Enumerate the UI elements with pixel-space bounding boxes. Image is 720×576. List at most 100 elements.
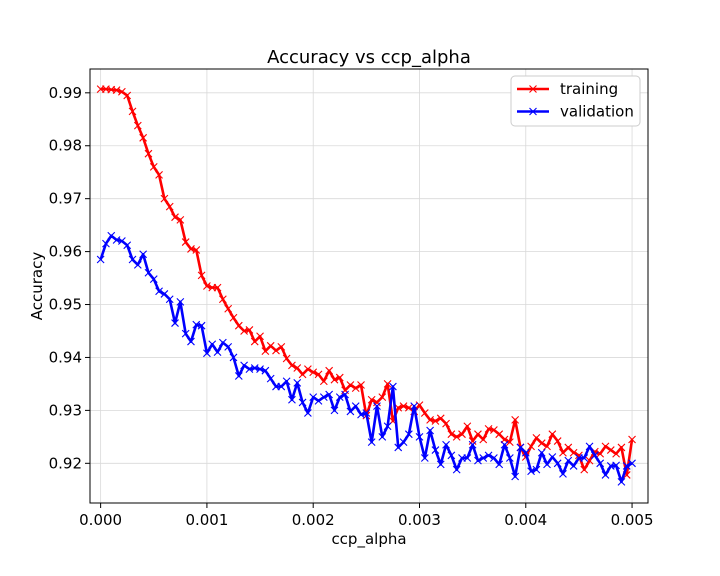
data-point-validation (617, 477, 626, 486)
data-point-validation (373, 402, 381, 411)
x-tick-label: 0.005 (611, 511, 654, 529)
x-tick-label: 0.003 (398, 511, 441, 529)
data-point-validation (415, 432, 424, 441)
data-point-training (580, 465, 589, 474)
data-point-training (288, 361, 296, 370)
data-point-validation (303, 409, 312, 417)
data-point-validation (484, 451, 493, 460)
y-tick-label: 0.94 (49, 348, 82, 366)
data-point-validation (580, 454, 589, 462)
data-point-validation (256, 365, 264, 373)
data-point-validation (548, 453, 557, 461)
data-point-training (133, 121, 142, 130)
data-point-validation (585, 442, 594, 451)
data-point-validation (187, 337, 195, 346)
data-point-validation (590, 451, 599, 460)
data-point-validation (378, 432, 387, 441)
data-point-validation (309, 393, 318, 402)
data-point-training (463, 422, 472, 431)
data-point-validation (102, 239, 110, 248)
data-point-validation (176, 297, 185, 306)
data-point-validation (442, 440, 450, 449)
data-point-validation (133, 260, 142, 269)
data-point-training (303, 365, 312, 373)
data-point-validation (505, 454, 514, 462)
data-point-training (420, 409, 429, 417)
data-point-training (330, 375, 339, 384)
data-point-training (112, 86, 121, 95)
data-point-validation (335, 393, 344, 402)
data-point-validation (569, 462, 578, 470)
data-point-training (325, 366, 334, 375)
data-point-training (165, 202, 174, 211)
x-tick-label: 0.002 (292, 511, 335, 529)
y-tick-label: 0.99 (49, 84, 82, 102)
y-tick-label: 0.96 (49, 243, 82, 261)
data-point-training (176, 215, 185, 224)
data-point-training (442, 419, 450, 428)
data-point-validation (479, 454, 488, 462)
data-point-validation (404, 430, 413, 439)
data-point-validation (282, 377, 291, 386)
data-point-validation (463, 454, 472, 462)
data-point-validation (447, 451, 456, 460)
series-layer (96, 85, 636, 486)
data-point-training (144, 149, 153, 158)
data-point-validation (389, 382, 397, 391)
x-axis-title: ccp_alpha (331, 530, 406, 549)
legend-marker-training (529, 85, 537, 93)
data-point-training (537, 439, 546, 448)
data-point-validation (155, 287, 163, 296)
data-point-training (309, 368, 318, 377)
data-point-training (479, 435, 488, 444)
x-axis: 0.000 0.001 0.002 0.003 0.004 0.005 (79, 503, 654, 529)
y-tick-label: 0.95 (49, 296, 82, 314)
data-point-training (404, 403, 413, 412)
data-point-validation (399, 438, 408, 447)
data-point-training (628, 435, 636, 444)
data-point-validation (357, 410, 365, 419)
data-point-validation (521, 448, 530, 457)
data-point-validation (213, 348, 222, 357)
data-point-training (123, 91, 132, 100)
data-point-validation (266, 374, 275, 383)
y-tick-label: 0.98 (49, 137, 82, 155)
y-tick-label: 0.97 (49, 190, 82, 208)
data-point-training (181, 238, 190, 246)
data-point-validation (436, 460, 445, 469)
x-tick-label: 0.001 (185, 511, 228, 529)
data-point-training (139, 133, 148, 142)
data-point-training (277, 342, 286, 351)
data-point-training (224, 304, 233, 313)
data-point-validation (149, 275, 158, 284)
x-tick-label: 0.004 (504, 511, 547, 529)
data-point-validation (527, 467, 535, 476)
chart-title: Accuracy vs ccp_alpha (267, 47, 471, 68)
data-point-training (431, 417, 440, 425)
data-point-validation (234, 372, 243, 380)
data-point-training (160, 194, 169, 203)
data-point-training (256, 332, 264, 341)
data-point-validation (319, 393, 328, 402)
data-point-validation (341, 390, 349, 399)
x-tick-label: 0.000 (79, 511, 122, 529)
data-point-validation (165, 295, 174, 304)
plot-area (90, 69, 648, 503)
data-point-training (357, 381, 365, 389)
data-point-training (346, 381, 355, 389)
data-point-validation (362, 409, 371, 417)
data-point-validation (229, 353, 238, 362)
data-point-validation (96, 255, 105, 264)
data-point-training (452, 432, 461, 441)
data-point-validation (325, 390, 334, 399)
data-point-validation (208, 340, 217, 349)
data-point-validation (628, 459, 636, 468)
data-point-training (171, 213, 179, 222)
data-point-training (192, 246, 201, 254)
y-axis: 0.92 0.93 0.94 0.95 0.96 0.97 0.98 0.99 (49, 84, 90, 472)
data-point-training (319, 377, 328, 386)
legend-label-validation: validation (560, 103, 634, 121)
data-point-training (596, 449, 605, 458)
data-point-validation (601, 471, 610, 479)
